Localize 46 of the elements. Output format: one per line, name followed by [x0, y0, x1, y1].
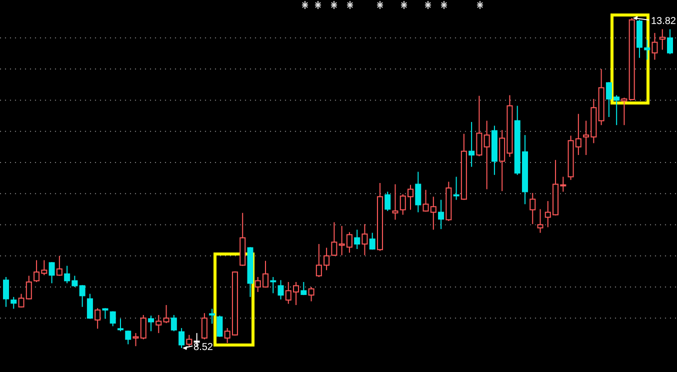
candlestick	[94, 308, 101, 330]
candlestick	[79, 284, 86, 308]
candlestick	[415, 171, 422, 213]
candlestick	[308, 286, 314, 302]
candlestick	[278, 280, 284, 300]
candlestick	[438, 199, 444, 230]
candlestick	[354, 229, 360, 250]
candlestick	[384, 191, 391, 212]
candlestick	[652, 32, 658, 60]
candlestick	[201, 312, 208, 340]
annotation: 13.82	[650, 16, 676, 27]
candlestick	[300, 282, 307, 296]
candlestick	[621, 97, 628, 126]
candlestick	[48, 262, 55, 284]
candlestick	[331, 222, 338, 256]
candlestick	[86, 293, 93, 320]
candlestick	[369, 232, 376, 250]
candlestick	[453, 176, 460, 200]
candlestick	[484, 120, 490, 190]
candlestick	[659, 28, 666, 50]
candlestick	[140, 314, 146, 340]
candlestick	[125, 330, 132, 345]
candlestick	[10, 296, 17, 310]
candlestick	[148, 315, 154, 332]
candlestick	[56, 255, 62, 276]
candlestick	[270, 276, 276, 294]
candlestick	[117, 318, 124, 332]
candlestick	[537, 208, 544, 234]
candlestick	[178, 328, 185, 348]
candlestick	[102, 308, 108, 320]
candlestick	[170, 314, 177, 332]
candlestick	[209, 308, 216, 324]
annotation: 8.52	[194, 342, 214, 353]
candlestick	[156, 314, 162, 334]
candlestick	[110, 310, 116, 327]
candlestick	[530, 192, 536, 225]
candlestick	[186, 334, 192, 348]
candlestick	[667, 28, 673, 55]
candlestick	[362, 224, 368, 256]
candlestick	[216, 315, 223, 338]
candlestick	[132, 332, 139, 347]
candlestick	[476, 95, 482, 157]
candlestick	[392, 184, 398, 220]
candlestick	[3, 276, 9, 308]
candlestick	[468, 121, 475, 168]
candlestick	[163, 304, 170, 324]
